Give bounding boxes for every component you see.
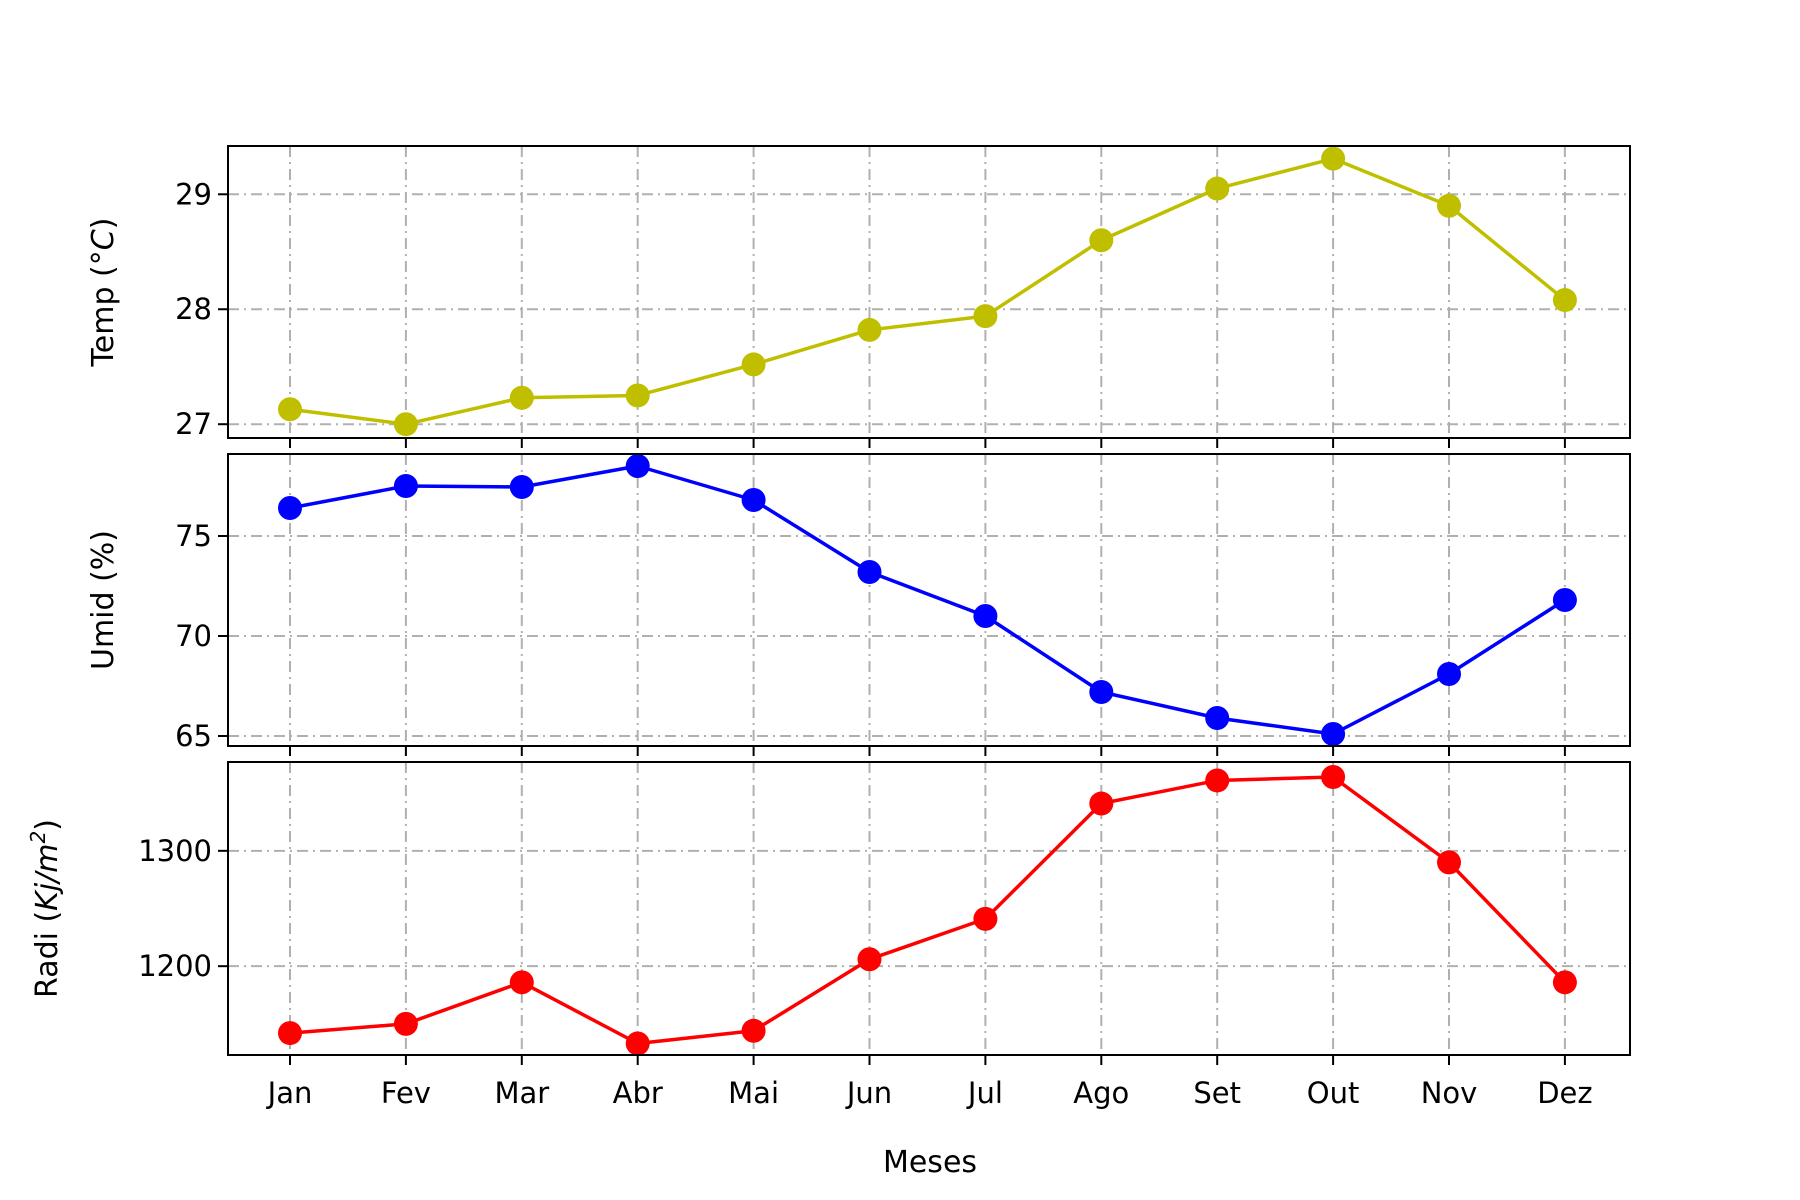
data-point-temp xyxy=(1552,288,1577,313)
data-point-radi xyxy=(1205,768,1230,793)
x-tick-label: Set xyxy=(1193,1076,1241,1110)
data-point-umid xyxy=(741,488,766,512)
data-point-temp xyxy=(509,385,534,410)
data-point-radi xyxy=(1437,850,1461,875)
y-axis-label-umid: Umid (%) xyxy=(86,530,121,670)
data-point-temp xyxy=(1205,176,1230,201)
x-tick-label: Jun xyxy=(845,1076,892,1110)
panel-umid: 65 70 75 Umid (%) xyxy=(86,453,1631,756)
panel-temp: 27 28 29 Temp (°C) xyxy=(86,145,1631,448)
y-tick-label: 70 xyxy=(175,619,212,653)
data-point-temp xyxy=(741,352,766,377)
x-tick-label: Nov xyxy=(1421,1076,1478,1110)
data-point-radi xyxy=(741,1018,766,1043)
data-point-temp xyxy=(1437,193,1461,218)
data-point-radi xyxy=(393,1011,418,1036)
plot-frame xyxy=(227,453,1631,747)
y-tick-label: 27 xyxy=(175,407,212,441)
data-point-temp xyxy=(393,412,418,437)
data-point-radi xyxy=(509,970,534,995)
series-line-temp xyxy=(289,156,1567,426)
x-tick-label: Dez xyxy=(1537,1076,1592,1110)
data-point-temp xyxy=(1089,228,1114,253)
x-tick-label: Abr xyxy=(613,1076,663,1110)
data-point-temp xyxy=(857,317,882,342)
plot-frame xyxy=(227,761,1631,1056)
data-point-umid xyxy=(973,604,998,628)
series-line-umid xyxy=(289,464,1566,736)
data-point-umid xyxy=(1552,588,1577,612)
y-tick-label: 29 xyxy=(175,177,212,211)
data-point-umid xyxy=(509,475,534,499)
data-point-radi xyxy=(1552,970,1577,995)
data-point-radi xyxy=(625,1031,650,1056)
x-tick-label: Mar xyxy=(494,1076,549,1110)
data-point-radi xyxy=(278,1021,302,1046)
chart-panels: 27 28 29 Temp (°C) 65 70 75 Umid (%) 1200 1300 Rad… xyxy=(26,145,1631,1110)
data-point-radi xyxy=(857,947,882,972)
x-tick-label: Ago xyxy=(1073,1076,1129,1110)
panel-radi: 1200 1300 Radi (Kj/m2) xyxy=(26,761,1631,1065)
series-line-radi xyxy=(289,775,1567,1046)
plot-frame xyxy=(227,145,1631,439)
data-point-umid xyxy=(1437,662,1461,686)
x-tick-labels: Jan Fev Mar Abr Mai Jun Jul Ago Set Out Nov Dez xyxy=(266,1076,1593,1110)
data-point-radi xyxy=(1089,791,1114,816)
y-axis-label-temp: Temp (°C) xyxy=(86,218,121,368)
data-point-umid xyxy=(1089,680,1114,704)
x-tick-label: Fev xyxy=(381,1076,431,1110)
data-point-umid xyxy=(1205,706,1230,730)
y-tick-label: 1300 xyxy=(138,834,212,868)
data-point-umid xyxy=(857,560,882,584)
y-tick-label: 28 xyxy=(175,292,212,326)
y-axis-label-radi: Radi (Kj/m2) xyxy=(26,819,65,998)
y-tick-label: 65 xyxy=(175,719,212,753)
data-point-umid xyxy=(625,454,650,478)
x-tick-label: Jul xyxy=(966,1076,1003,1110)
x-tick-label: Jan xyxy=(266,1076,313,1110)
data-point-temp xyxy=(1321,146,1346,171)
data-point-radi xyxy=(973,906,998,931)
data-point-temp xyxy=(973,304,998,329)
y-tick-label: 75 xyxy=(175,519,212,553)
data-point-umid xyxy=(278,496,302,520)
data-point-radi xyxy=(1321,764,1346,789)
x-tick-label: Mai xyxy=(728,1076,779,1110)
data-point-umid xyxy=(1321,722,1346,746)
x-axis-label: Meses xyxy=(883,1145,977,1180)
x-tick-label: Out xyxy=(1307,1076,1360,1110)
data-point-temp xyxy=(278,397,302,422)
data-point-umid xyxy=(393,474,418,498)
data-point-temp xyxy=(625,383,650,408)
y-tick-label: 1200 xyxy=(138,949,212,983)
